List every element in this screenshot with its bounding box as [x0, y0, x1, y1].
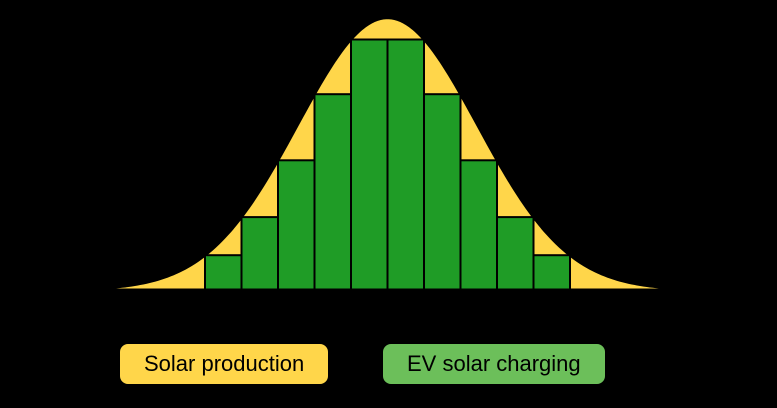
ev-charging-bar [350, 38, 389, 291]
ev-solar-charging-bars [204, 38, 571, 292]
legend-chip-solar-production: Solar production [120, 344, 329, 384]
legend-label-solar-production: Solar production [144, 351, 305, 376]
ev-charging-bar [532, 254, 571, 291]
ev-charging-bar [313, 93, 352, 291]
ev-charging-bar [423, 93, 462, 291]
ev-charging-bar [386, 38, 425, 291]
ev-charging-bar [459, 159, 498, 291]
ev-charging-bar [277, 159, 316, 291]
legend-chip-ev-solar-charging: EV solar charging [383, 344, 605, 384]
legend-label-ev-solar-charging: EV solar charging [407, 351, 581, 376]
ev-charging-bar [240, 216, 279, 292]
ev-charging-bar [204, 254, 243, 291]
ev-charging-bar [496, 216, 535, 292]
legend: Solar production EV solar charging [0, 344, 777, 384]
